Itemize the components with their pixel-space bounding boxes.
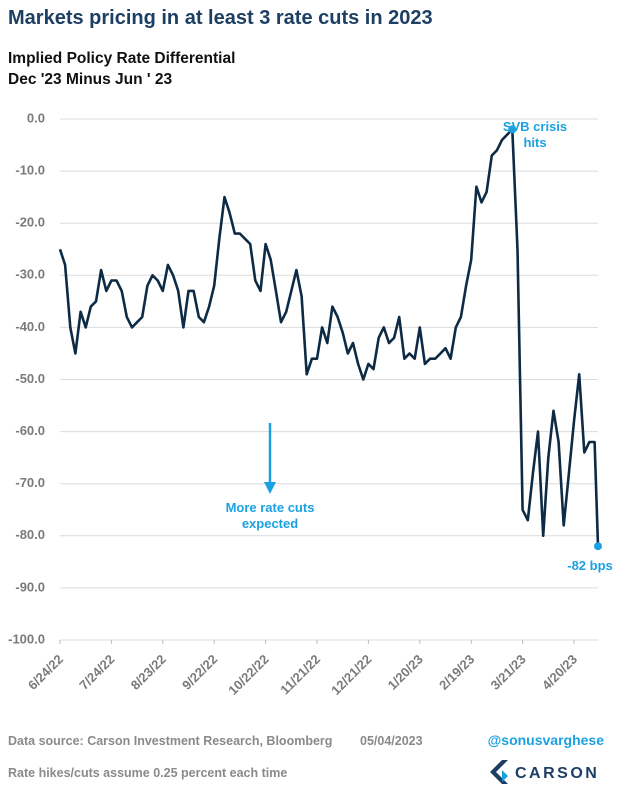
y-tick-label: -80.0: [15, 527, 45, 542]
date: 05/04/2023: [360, 734, 423, 748]
y-tick-label: -70.0: [15, 475, 45, 490]
x-tick-label: 9/22/22: [179, 652, 220, 693]
source: Data source: Carson Investment Research,…: [8, 734, 332, 748]
plot: [58, 125, 602, 551]
logo-icon: [490, 760, 508, 784]
chart-subtitle: Dec '23 Minus Jun ' 23: [8, 71, 173, 88]
annotation: SVB crisis: [503, 119, 567, 134]
x-tick-label: 12/21/22: [328, 652, 374, 698]
chart-title: Markets pricing in at least 3 rate cuts …: [8, 7, 433, 29]
x-tick-label: 3/21/23: [487, 652, 528, 693]
x-tick-label: 7/24/22: [76, 652, 117, 693]
annotation: More rate cuts: [226, 500, 315, 515]
x-tick-label: 10/22/22: [225, 652, 271, 698]
arrow-head: [264, 482, 276, 494]
logo: CARSON: [490, 760, 599, 784]
y-tick-label: -20.0: [15, 215, 45, 230]
logo-icon: [502, 770, 508, 782]
annotation: expected: [242, 516, 298, 531]
handle: @sonusvarghese: [488, 732, 605, 748]
x-tick-label: 8/23/22: [128, 652, 169, 693]
y-tick-label: -10.0: [15, 163, 45, 178]
brand: CARSON: [515, 765, 599, 782]
y-tick-label: -90.0: [15, 579, 45, 594]
y-tick-label: -100.0: [8, 631, 45, 646]
x-tick-label: 4/20/23: [539, 652, 580, 693]
chart-subtitle: Implied Policy Rate Differential: [8, 50, 235, 67]
highlight-dot: [508, 125, 517, 134]
y-tick-label: -30.0: [15, 267, 45, 282]
grid: 0.0 -10.0 -20.0 -30.0 -40.0 -50.0 -60.0 -70.0 -8…: [8, 110, 598, 698]
x-tick-label: 2/19/23: [436, 652, 477, 693]
annotation: hits: [523, 135, 546, 150]
x-tick-label: 11/21/22: [277, 652, 323, 698]
y-tick-label: -60.0: [15, 423, 45, 438]
arrow: [264, 423, 276, 494]
highlight-dot: [594, 542, 602, 551]
y-tick-label: -40.0: [15, 319, 45, 334]
note: Rate hikes/cuts assume 0.25 percent each…: [8, 766, 287, 780]
x-tick-label: 6/24/22: [25, 652, 66, 693]
x-tick-label: 1/20/23: [385, 652, 426, 693]
annotation: -82 bps: [567, 558, 613, 573]
y-tick-label: 0.0: [27, 110, 45, 125]
y-tick-label: -50.0: [15, 371, 45, 386]
